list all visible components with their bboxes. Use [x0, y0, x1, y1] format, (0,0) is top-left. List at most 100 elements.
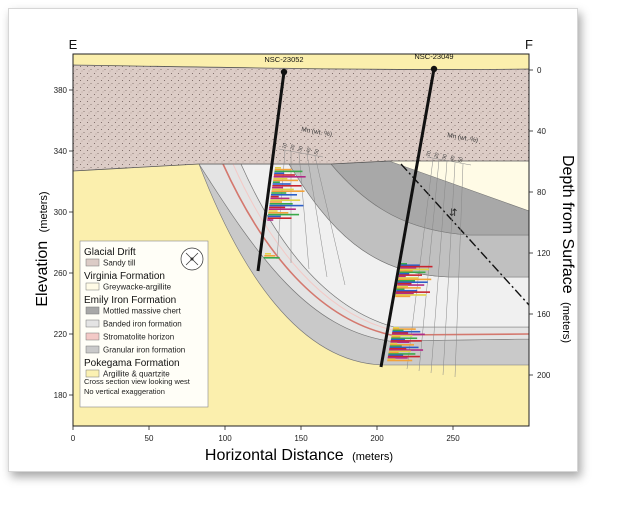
mn-assay-bar: [274, 168, 292, 171]
mn-assay-bar: [400, 264, 420, 267]
mn-assay-bar: [398, 278, 432, 281]
mn-assay-bar: [395, 295, 411, 298]
left-tick-label: 220: [54, 330, 68, 339]
drillhole-nsc-23049[interactable]: [379, 68, 436, 368]
mn-assay-bar: [273, 179, 299, 182]
mn-assay-bar: [387, 357, 408, 359]
legend-item-label: Sandy till: [103, 259, 136, 268]
mn-assay-bar: [396, 291, 430, 293]
mn-assay-bar: [265, 253, 271, 255]
section-label-e: E: [69, 37, 78, 52]
mn-assay-bar: [392, 328, 416, 330]
mn-assay-bar: [400, 268, 429, 271]
mn-assay-bar: [390, 344, 414, 346]
legend-note-view: Cross section view looking west: [84, 377, 191, 386]
mn-assay-bar: [389, 346, 419, 349]
mn-assay-bar: [396, 288, 405, 291]
right-axis-ticks: 0 40 80 120 160 200: [529, 66, 551, 380]
legend-swatch: [85, 282, 100, 291]
legend-swatch: [85, 258, 100, 267]
mn-assay-bar: [395, 292, 414, 295]
left-tick-label: 180: [54, 391, 68, 400]
mn-assay-bar: [272, 181, 280, 183]
mn-assay-bar: [398, 280, 415, 282]
left-tick-label: 340: [54, 147, 68, 156]
section-label-f: F: [525, 37, 533, 52]
mn-assay-bar: [269, 201, 282, 203]
left-tick-label: 260: [54, 269, 68, 278]
drillhole-nsc-23052[interactable]: [256, 71, 286, 272]
mn-assay-bar: [272, 186, 284, 189]
mn-assay-bar: [388, 351, 399, 354]
mn-assay-bar: [387, 355, 420, 358]
mn-assay-bar: [389, 347, 407, 350]
mn-assay-bar: [391, 333, 425, 336]
mn-assay-bar: [400, 267, 417, 269]
mn-assay-bars-left: [263, 167, 306, 259]
mn-assay-bar: [272, 183, 291, 185]
mn-assay-bar: [273, 174, 295, 176]
mn-assay-bar: [391, 334, 413, 337]
legend-item-label: Banded iron formation: [103, 320, 182, 329]
fault-line: [400, 163, 529, 306]
mn-assay-bar: [263, 257, 280, 259]
legend-note-exaggeration: No vertical exaggeration: [84, 387, 165, 396]
glacial-drift-sandy-till: [73, 64, 529, 172]
mn-assay-bar: [268, 210, 278, 212]
x-tick-label: 150: [294, 434, 308, 443]
mn-assay-bar: [270, 199, 301, 201]
x-tick-label: 50: [145, 434, 154, 443]
mn-assay-bar: [271, 194, 297, 196]
mn-assay-bar: [264, 255, 276, 257]
x-tick-label: 100: [218, 434, 232, 443]
mn-assay-bar: [399, 270, 413, 272]
mn-assay-bar: [387, 358, 396, 360]
mn-assay-bar: [269, 206, 286, 209]
mn-assay-bar: [399, 272, 410, 275]
mn-assay-bar: [274, 172, 285, 174]
mn-assay-bar: [267, 219, 274, 221]
legend-item-label: Mottled massive chert: [103, 307, 182, 316]
collar-nsc-23049: [430, 65, 438, 73]
mn-tick-label: 50: [313, 148, 321, 155]
legend-swatch: [85, 332, 100, 341]
right-tick-label: 80: [537, 188, 546, 197]
mn-assay-bar: [390, 340, 422, 342]
right-tick-label: 120: [537, 249, 551, 258]
mn-assay-bar: [399, 274, 422, 276]
left-axis-title: Elevation (meters): [34, 191, 51, 306]
right-tick-label: 0: [537, 66, 542, 75]
legend-group-title: Pokegama Formation: [84, 358, 180, 369]
mn-assay-bar: [397, 284, 425, 286]
mn-tick-label: 30: [297, 145, 305, 152]
mn-assay-bar: [397, 282, 412, 285]
mn-assay-bar: [396, 289, 418, 292]
mn-assay-bar: [271, 188, 294, 191]
legend-group-title: Virginia Formation: [84, 271, 165, 282]
legend-swatch: [85, 369, 100, 378]
right-tick-label: 200: [537, 371, 551, 380]
mn-assay-bar: [392, 329, 404, 332]
mn-assay-bar: [274, 170, 303, 173]
mn-assay-bars-right: [387, 263, 433, 362]
mn-assay-bar: [268, 212, 289, 214]
mn-assay-bar: [390, 342, 398, 345]
legend-swatch: [85, 306, 100, 315]
mn-assay-bar: [398, 277, 419, 279]
mn-assay-bar: [392, 330, 421, 333]
x-axis-ticks: 0 50 100 150 200 250: [71, 426, 460, 443]
mn-scale-ticks: 10 20 30 40 50 10 20 30 40 50: [281, 142, 465, 163]
mn-assay-bar: [269, 204, 304, 207]
mn-tick-label: 10: [425, 150, 433, 157]
mn-assay-bar: [397, 281, 428, 284]
mn-assay-bar: [270, 195, 279, 198]
mn-assay-bar: [391, 337, 418, 340]
right-tick-label: 40: [537, 127, 546, 136]
mn-assay-bar: [397, 285, 408, 288]
mn-tick-label: 40: [305, 147, 313, 154]
left-tick-label: 300: [54, 208, 68, 217]
mn-assay-bar: [275, 167, 281, 169]
mn-assay-bar: [388, 350, 411, 353]
fault-motion-arrows: ⇵: [449, 208, 457, 219]
mn-assay-bar: [273, 176, 306, 178]
